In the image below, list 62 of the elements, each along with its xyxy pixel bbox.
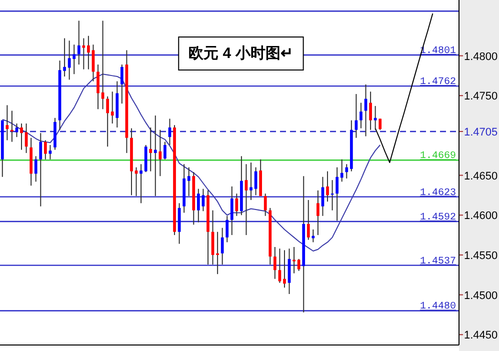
y-tick-label: 1.4800 <box>464 50 498 63</box>
candlestick <box>264 193 267 216</box>
candlestick <box>316 190 320 236</box>
y-tick-label: 1.4600 <box>464 210 498 222</box>
ref-line-label: 1.4480 <box>420 302 456 313</box>
y-tick-label: 1.4450 <box>464 330 498 342</box>
candlestick <box>220 227 224 266</box>
ref-line-label: 1.4762 <box>420 77 456 88</box>
candlestick <box>10 110 14 142</box>
candlestick <box>378 118 382 130</box>
candlestick <box>87 35 90 70</box>
ref-line-label: 1.4623 <box>420 188 456 199</box>
candlestick <box>154 115 157 197</box>
title: 欧元 4 小时图↵ <box>178 36 304 70</box>
candlestick <box>39 132 42 207</box>
candlestick <box>6 104 9 141</box>
y-tick-label: 1.4550 <box>464 250 498 262</box>
candlestick <box>326 170 329 202</box>
candlestick <box>149 126 152 172</box>
candlestick <box>44 140 47 160</box>
candlestick <box>292 246 296 274</box>
candlestick <box>226 215 229 243</box>
candlestick <box>96 64 100 110</box>
candlestick <box>374 105 377 130</box>
candlestick <box>297 258 300 272</box>
candlestick <box>34 156 38 182</box>
y-tick-label: 1.4650 <box>464 170 498 182</box>
candlestick <box>360 102 362 129</box>
candlestick <box>330 180 334 211</box>
ref-line-label: 1.4592 <box>420 212 456 224</box>
ref-line-label: 1.4669 <box>420 151 456 162</box>
ref-line-label: 1.4537 <box>420 256 456 268</box>
candlestick <box>216 231 219 275</box>
candlestick <box>250 162 252 200</box>
candlestick <box>77 20 80 66</box>
candlestick <box>235 193 238 216</box>
candlestick <box>196 188 200 223</box>
candlestick <box>202 188 205 212</box>
candlestick <box>187 166 190 197</box>
candlestick <box>306 199 310 240</box>
candlestick <box>230 186 234 236</box>
candlestick <box>140 164 142 204</box>
candlestick <box>345 164 348 179</box>
candlestick <box>82 38 86 70</box>
candlestick <box>340 158 344 182</box>
candlestick <box>283 250 286 288</box>
candlestick <box>20 123 23 150</box>
candlestick <box>158 129 162 177</box>
candlestick <box>110 91 114 124</box>
y-tick-label: 1.4750 <box>464 90 498 103</box>
candlestick <box>278 248 282 284</box>
ref-line-label: 1.4705 <box>464 126 498 138</box>
candlestick <box>369 91 372 130</box>
candlestick <box>336 166 339 222</box>
candlestick <box>273 246 276 280</box>
candlestick <box>48 144 52 160</box>
candlestick <box>120 64 124 104</box>
candlestick <box>164 141 166 160</box>
candlestick <box>63 38 66 77</box>
y-tick-label: 1.4500 <box>464 290 498 302</box>
candlestick <box>106 96 110 148</box>
candlestick <box>15 123 18 138</box>
